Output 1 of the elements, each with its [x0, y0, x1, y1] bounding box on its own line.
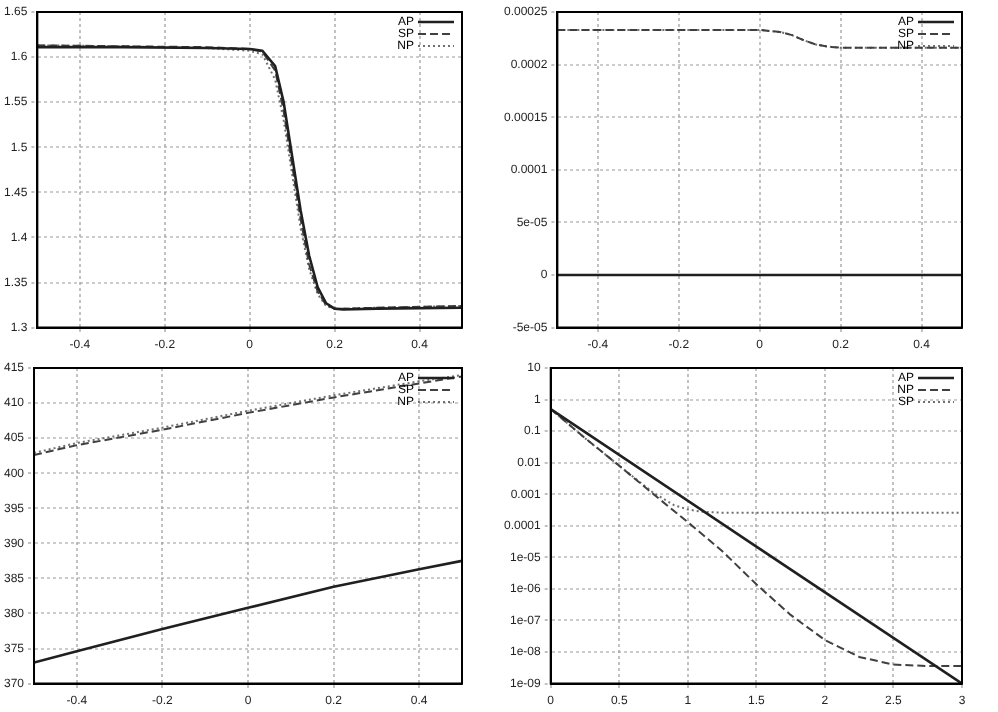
line-series	[557, 28, 962, 49]
